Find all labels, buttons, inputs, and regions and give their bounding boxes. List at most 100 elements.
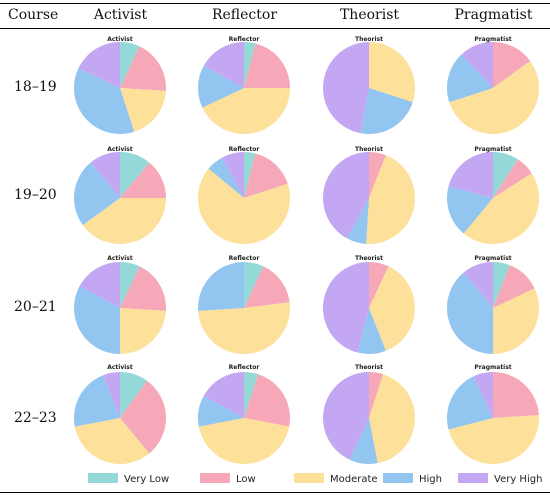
- pie-pragmatist-18-19: Pragmatist: [447, 36, 540, 135]
- legend-item-low: Low: [200, 473, 256, 485]
- legend-item-high: High: [383, 473, 442, 485]
- header-course: Course: [8, 7, 59, 23]
- legend-label: Very High: [494, 474, 542, 485]
- legend-item-moderate: Moderate: [294, 473, 378, 485]
- pie-slice-very-low: [493, 152, 518, 198]
- legend-swatch: [383, 473, 413, 483]
- legend-swatch: [294, 473, 324, 483]
- pie-slice-high: [74, 375, 120, 427]
- pie-slice-very-high: [473, 372, 493, 418]
- pie-slice-very-low: [120, 262, 140, 308]
- pie-slice-moderate: [198, 168, 290, 245]
- pie-title: Pragmatist: [474, 364, 511, 371]
- pie-slice-moderate: [198, 418, 290, 464]
- pie-slice-very-low: [244, 152, 256, 198]
- pie-title: Reflector: [229, 36, 260, 43]
- legend-label: Low: [236, 474, 256, 485]
- pie-slice-high: [198, 395, 244, 427]
- pie-slice-very-low: [120, 42, 140, 88]
- pie-slice-very-high: [461, 42, 493, 88]
- header-pragmatist: Pragmatist: [454, 7, 533, 23]
- pie-slice-very-low: [244, 372, 259, 418]
- pie-slice-low: [244, 153, 288, 198]
- legend: Very Low Low Moderate High Very High: [88, 473, 542, 485]
- pie-title: Activist: [107, 255, 133, 262]
- row-label-22-23: 22–23: [14, 410, 57, 426]
- header-activist: Activist: [93, 7, 148, 23]
- pie-pragmatist-20-21: Pragmatist: [446, 255, 539, 354]
- pie-theorist-19-20: Theorist: [323, 146, 415, 244]
- pie-slice-very-low: [244, 42, 256, 88]
- legend-swatch: [200, 473, 230, 483]
- pie-slice-low: [493, 159, 532, 198]
- pie-slice-very-high: [90, 152, 120, 198]
- table-header-rule: [0, 28, 550, 29]
- legend-swatch: [88, 473, 118, 483]
- pie-slice-low: [244, 43, 290, 88]
- pie-slice-very-high: [79, 262, 120, 308]
- pie-title: Theorist: [355, 255, 383, 262]
- pie-theorist-20-21: Theorist: [323, 255, 416, 354]
- legend-item-very-high: Very High: [458, 473, 542, 485]
- pie-title: Reflector: [229, 146, 260, 153]
- pie-slice-high: [208, 157, 244, 198]
- pie-slice-very-high: [78, 42, 120, 88]
- pie-slice-high: [446, 272, 493, 354]
- pie-title: Activist: [107, 146, 133, 153]
- pie-slice-low: [369, 372, 384, 418]
- pie-activist-19-20: Activist: [73, 146, 166, 245]
- pie-slice-low: [120, 380, 166, 454]
- pie-slice-high: [73, 68, 135, 134]
- pie-slice-low: [244, 374, 290, 427]
- pie-title: Pragmatist: [474, 146, 511, 153]
- table-bottom-rule: [0, 492, 550, 493]
- pie-slice-very-high: [323, 152, 369, 239]
- pie-slice-very-high: [463, 262, 493, 308]
- pie-slice-moderate: [198, 302, 290, 355]
- pie-theorist-22-23: Theorist: [323, 364, 415, 464]
- pie-slice-very-low: [120, 372, 148, 418]
- pie-activist-18-19: Activist: [73, 36, 166, 134]
- pie-theorist-18-19: Theorist: [323, 36, 415, 134]
- pie-slice-high: [198, 262, 244, 311]
- pie-activist-22-23: Activist: [74, 364, 166, 464]
- legend-label: Very Low: [124, 474, 169, 485]
- pie-slice-moderate: [369, 374, 415, 464]
- pie-slice-moderate: [120, 308, 166, 354]
- pie-slice-high: [447, 54, 493, 103]
- pie-slice-low: [120, 46, 166, 91]
- pie-slice-high: [349, 418, 378, 464]
- pie-slice-very-high: [103, 372, 120, 418]
- pie-slice-low: [244, 266, 290, 308]
- pie-slice-low: [493, 265, 535, 308]
- pie-slice-very-high: [203, 372, 244, 418]
- pie-title: Pragmatist: [474, 255, 511, 262]
- pie-slice-high: [198, 65, 244, 108]
- legend-label: Moderate: [330, 474, 378, 485]
- pie-title: Theorist: [355, 364, 383, 371]
- pie-slice-very-high: [323, 42, 369, 134]
- pie-slice-moderate: [82, 198, 166, 245]
- pie-slice-moderate: [369, 42, 415, 103]
- legend-item-very-low: Very Low: [88, 473, 169, 485]
- pie-slice-moderate: [202, 88, 290, 135]
- pie-slice-moderate: [74, 418, 150, 464]
- header-theorist: Theorist: [339, 7, 400, 23]
- pie-title: Theorist: [355, 146, 383, 153]
- pie-title: Theorist: [355, 36, 383, 43]
- pie-slice-very-high: [323, 372, 369, 460]
- pie-reflector-20-21: Reflector: [198, 255, 290, 355]
- pie-slice-very-high: [203, 42, 244, 88]
- pie-slice-very-low: [244, 262, 264, 308]
- pie-slice-low: [369, 152, 386, 198]
- row-label-20-21: 20–21: [14, 299, 57, 315]
- pie-slice-moderate: [366, 155, 415, 244]
- pie-slice-very-high: [448, 152, 493, 198]
- pie-slice-high: [73, 285, 120, 354]
- pie-slice-high: [346, 198, 369, 244]
- pie-slice-low: [120, 266, 166, 311]
- pie-title: Activist: [107, 36, 133, 43]
- pie-pragmatist-22-23: Pragmatist: [447, 364, 539, 465]
